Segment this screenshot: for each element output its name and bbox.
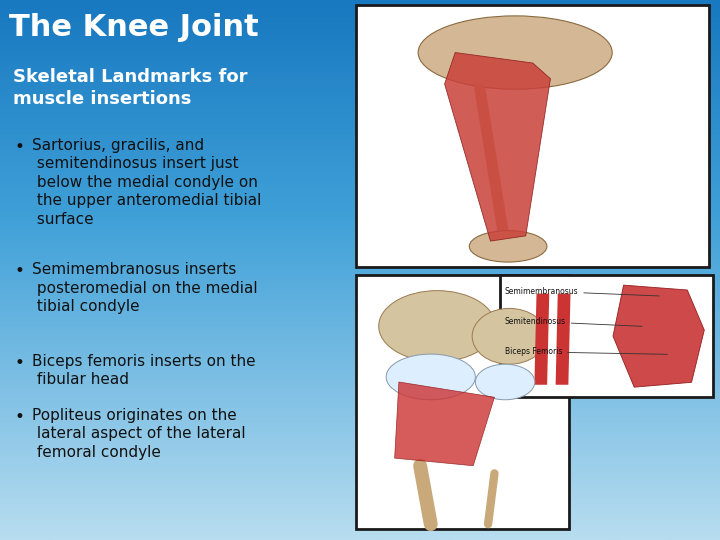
Polygon shape bbox=[556, 294, 570, 384]
Bar bbox=[500, 275, 713, 397]
Ellipse shape bbox=[469, 231, 547, 262]
Text: •: • bbox=[14, 138, 24, 156]
Text: Skeletal Landmarks for
muscle insertions: Skeletal Landmarks for muscle insertions bbox=[13, 68, 248, 109]
Polygon shape bbox=[395, 382, 495, 465]
Polygon shape bbox=[534, 294, 549, 384]
Bar bbox=[356, 5, 709, 267]
Text: Sartorius, gracilis, and
 semitendinosus insert just
 below the medial condyle o: Sartorius, gracilis, and semitendinosus … bbox=[32, 138, 262, 227]
Text: Semimembranosus: Semimembranosus bbox=[505, 287, 659, 296]
Text: •: • bbox=[14, 262, 24, 280]
Ellipse shape bbox=[472, 308, 546, 364]
Text: Popliteus originates on the
 lateral aspect of the lateral
 femoral condyle: Popliteus originates on the lateral aspe… bbox=[32, 408, 246, 460]
Ellipse shape bbox=[475, 364, 535, 400]
Text: Biceps Femoris: Biceps Femoris bbox=[505, 347, 667, 356]
Polygon shape bbox=[613, 285, 704, 387]
Ellipse shape bbox=[386, 354, 475, 400]
Text: Biceps femoris inserts on the
 fibular head: Biceps femoris inserts on the fibular he… bbox=[32, 354, 256, 387]
Text: •: • bbox=[14, 354, 24, 372]
Text: •: • bbox=[14, 408, 24, 426]
Polygon shape bbox=[444, 52, 550, 241]
Ellipse shape bbox=[418, 16, 612, 89]
Text: The Knee Joint: The Knee Joint bbox=[9, 14, 259, 43]
Ellipse shape bbox=[379, 291, 495, 362]
Text: Semimembranosus inserts
 posteromedial on the medial
 tibial condyle: Semimembranosus inserts posteromedial on… bbox=[32, 262, 258, 314]
Bar bbox=[356, 275, 569, 529]
Text: Semitendinosus: Semitendinosus bbox=[505, 317, 642, 326]
